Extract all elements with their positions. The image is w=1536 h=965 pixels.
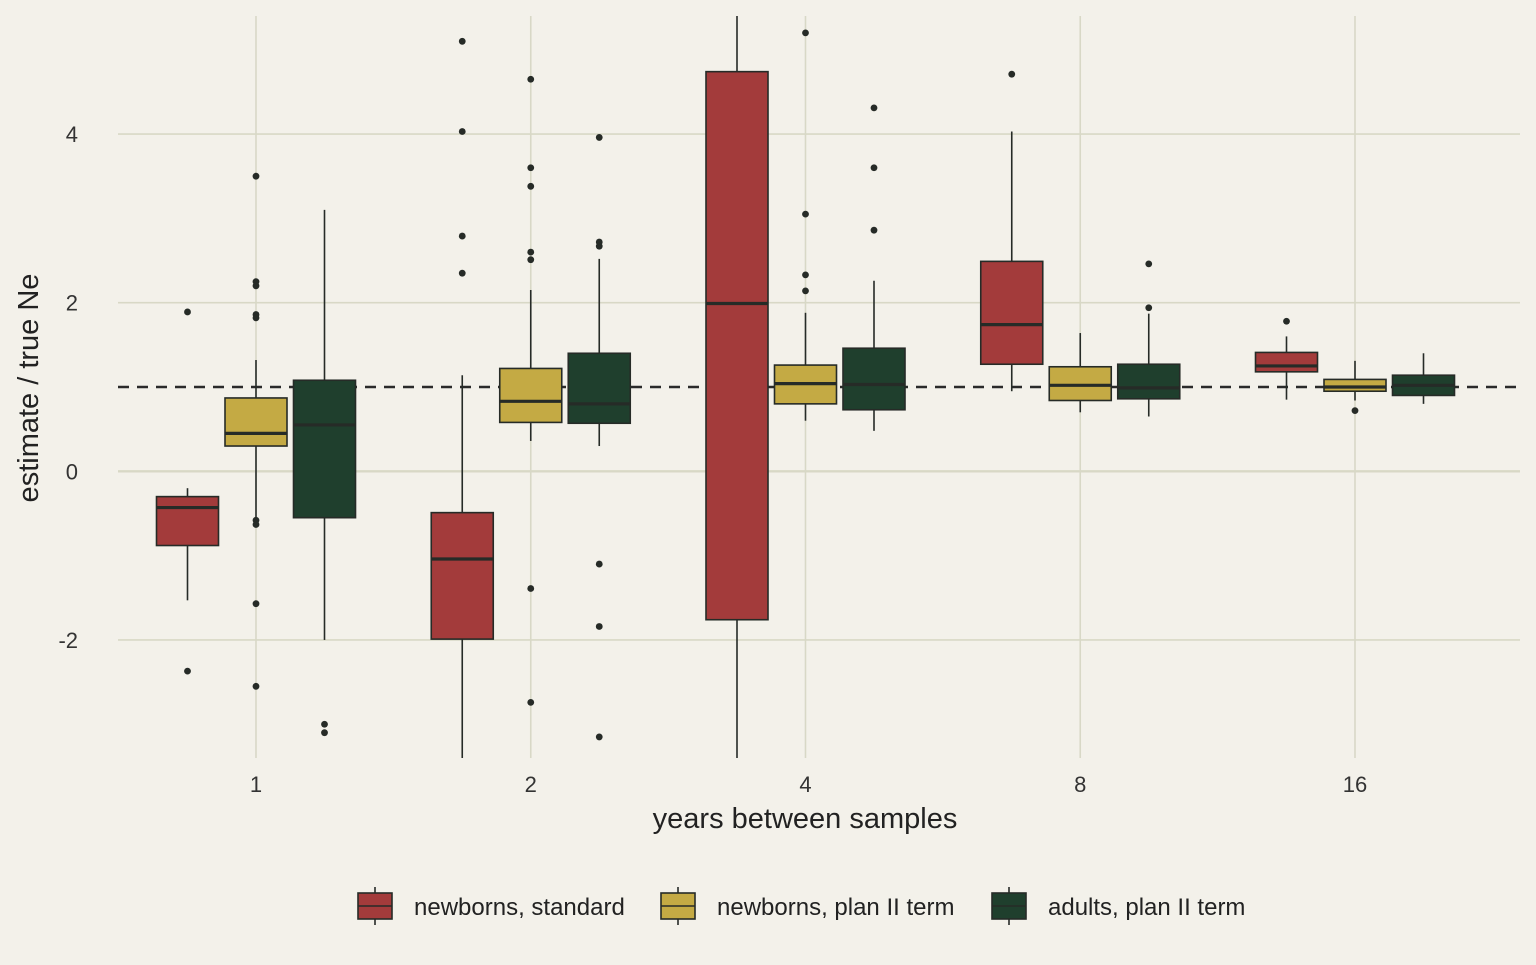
- box-group: [842, 104, 906, 431]
- outlier-point: [458, 128, 466, 135]
- outlier-point: [1145, 304, 1153, 312]
- legend: newborns, standard newborns, plan II term…: [357, 887, 1245, 925]
- box-group: [498, 75, 563, 706]
- y-axis-title: estimate / true Ne: [13, 274, 45, 503]
- x-tick-label: 8: [1074, 772, 1086, 797]
- outlier-point: [458, 37, 466, 45]
- box: [705, 70, 769, 621]
- outlier-point: [321, 720, 328, 728]
- legend-item: newborns, plan II term: [660, 887, 954, 925]
- tick-label-layer: -2 0 2 4 1 2 4 8 16: [58, 122, 1367, 797]
- box-group: [1048, 333, 1113, 413]
- box: [224, 397, 288, 447]
- legend-item: newborns, standard: [357, 887, 625, 925]
- y-tick-label: 0: [66, 459, 78, 484]
- legend-item: adults, plan II term: [991, 887, 1245, 925]
- outlier-point: [802, 287, 809, 295]
- outlier-point: [527, 164, 535, 172]
- outlier-point: [595, 560, 603, 568]
- legend-label: newborns, standard: [414, 894, 625, 921]
- box: [842, 347, 906, 411]
- y-tick-label: 4: [66, 122, 78, 147]
- outlier-point: [527, 75, 535, 83]
- outlier-point: [252, 172, 260, 180]
- outlier-point: [870, 104, 878, 112]
- outlier-point: [252, 282, 260, 290]
- box-group: [567, 134, 632, 741]
- outlier-point: [252, 314, 260, 322]
- outlier-point: [321, 729, 328, 737]
- box-group: [1116, 260, 1181, 417]
- outlier-point: [1145, 260, 1153, 268]
- box: [1323, 378, 1387, 393]
- outlier-point: [252, 682, 260, 690]
- outlier-point: [1283, 317, 1290, 325]
- box-group: [1391, 353, 1456, 404]
- x-tick-label: 16: [1343, 772, 1367, 797]
- box: [1116, 363, 1181, 400]
- box: [292, 379, 357, 519]
- box: [430, 511, 495, 640]
- outlier-point: [802, 210, 809, 218]
- outlier-point: [870, 164, 878, 172]
- outlier-point: [184, 308, 191, 316]
- legend-label: adults, plan II term: [1048, 894, 1245, 921]
- outlier-point: [527, 585, 535, 592]
- outlier-point: [802, 29, 809, 37]
- box-group: [1254, 317, 1319, 400]
- box-group: [224, 172, 288, 690]
- box: [1048, 365, 1113, 402]
- outlier-point: [595, 134, 603, 141]
- outlier-point: [184, 667, 191, 675]
- outlier-point: [458, 269, 466, 277]
- outlier-point: [802, 271, 809, 279]
- legend-label: newborns, plan II term: [717, 894, 954, 921]
- box: [498, 367, 563, 424]
- box-group: [155, 308, 220, 675]
- box-group: [773, 29, 838, 421]
- outlier-point: [527, 182, 535, 190]
- outlier-point: [595, 242, 603, 250]
- outlier-point: [252, 600, 260, 608]
- outlier-point: [527, 698, 535, 706]
- outlier-point: [458, 232, 466, 240]
- outlier-point: [870, 226, 878, 234]
- outlier-point: [1008, 70, 1016, 78]
- x-tick-label: 4: [799, 772, 811, 797]
- x-tick-label: 1: [250, 772, 262, 797]
- y-tick-label: -2: [58, 628, 78, 653]
- box: [155, 495, 220, 547]
- box: [979, 260, 1044, 366]
- outlier-point: [527, 256, 535, 264]
- outlier-point: [1351, 407, 1359, 415]
- box-group: [292, 209, 357, 737]
- box: [567, 352, 632, 425]
- box: [1254, 351, 1319, 373]
- x-axis-title: years between samples: [653, 803, 958, 835]
- box-group: [705, 16, 769, 758]
- box-group: [979, 70, 1044, 392]
- outlier-point: [252, 521, 260, 528]
- outlier-point: [595, 733, 603, 741]
- y-tick-label: 2: [66, 291, 78, 316]
- outlier-point: [595, 623, 603, 630]
- box-group: [1323, 360, 1387, 415]
- outlier-point: [527, 248, 535, 256]
- box-group: [430, 37, 495, 758]
- x-tick-label: 2: [525, 772, 537, 797]
- box-layer: [155, 16, 1456, 758]
